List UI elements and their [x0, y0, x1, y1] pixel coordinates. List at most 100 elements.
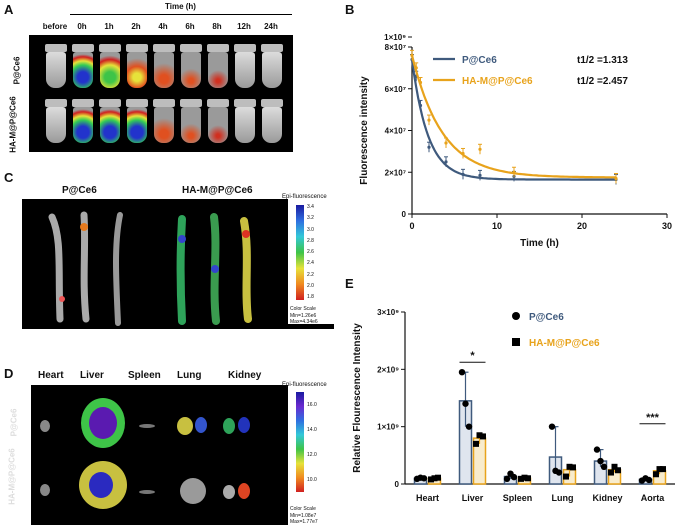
hotspot — [178, 235, 186, 243]
aorta-4 — [176, 215, 186, 325]
data-point — [478, 147, 482, 151]
organ-label-kidney: Kidney — [228, 370, 262, 381]
D-tick: 16.0 — [307, 402, 317, 408]
chart-e-plot: 0 1×10⁹ 2×10⁹ 3×10⁹ Relative Flourescence In… — [352, 308, 675, 503]
tube-cap — [99, 44, 121, 52]
panel-d-row-label-2: HA-M@P@Ce6 — [7, 448, 17, 505]
tube-cap — [72, 44, 94, 52]
tube — [46, 52, 66, 88]
data-point — [645, 476, 653, 484]
panel-d-scale-max: Max=1.77e7 — [290, 519, 318, 525]
category-label: Heart — [416, 493, 439, 503]
tube-cap — [234, 99, 256, 107]
tube — [208, 52, 228, 88]
hotspot — [211, 265, 219, 273]
tube-cap — [126, 99, 148, 107]
significance-label: *** — [646, 412, 660, 424]
panel-c-letter: C — [4, 170, 14, 185]
panel-d-colorbar — [296, 392, 304, 492]
panel-a-row-label-2: HA-M@P@Ce6 — [8, 96, 18, 153]
panel-c-group-1: P@Ce6 — [62, 185, 97, 196]
tube — [181, 107, 201, 143]
data-point — [428, 476, 434, 483]
tube-cap — [180, 44, 202, 52]
data-point — [563, 473, 569, 480]
data-point — [462, 400, 469, 407]
C-tick: 3.4 — [307, 204, 314, 210]
legend-label-1: P@Ce6 — [462, 55, 497, 66]
tube-cap — [261, 99, 283, 107]
panel-a-time-1: 0h — [77, 22, 87, 31]
panel-a-time-5: 6h — [185, 22, 195, 31]
data-point — [521, 474, 528, 481]
C-tick: 1.8 — [307, 294, 314, 300]
tube-cap — [261, 44, 283, 52]
organ-heart-1 — [40, 420, 50, 432]
data-point — [518, 475, 524, 482]
data-point — [410, 53, 414, 57]
C-tick: 3.0 — [307, 226, 314, 233]
organ-spleen-1 — [139, 424, 155, 428]
organ-liver-2-core — [89, 472, 113, 498]
tube — [208, 107, 228, 143]
panel-c-scale-min: Min=1.26e6 — [290, 313, 317, 319]
y-tick-label: 4×10⁷ — [385, 127, 406, 136]
legend-marker-2 — [512, 338, 520, 346]
C-tick: 2.2 — [307, 271, 314, 278]
tube — [100, 52, 120, 88]
data-point — [458, 369, 466, 376]
x-tick-label: 10 — [492, 221, 502, 231]
C-tick: 2.0 — [307, 282, 314, 289]
panel-c-scale-max: Max=4.34e6 — [290, 319, 318, 325]
panel-a-letter: A — [4, 2, 14, 17]
category-label: Aorta — [641, 493, 665, 503]
y-tick-label: 2×10⁹ — [377, 365, 399, 374]
legend-label-1: P@Ce6 — [529, 312, 564, 323]
data-point — [615, 467, 621, 474]
significance-label: * — [470, 350, 475, 362]
data-point — [566, 463, 573, 470]
tube — [235, 107, 255, 143]
panel-e-letter: E — [345, 276, 354, 291]
data-point — [414, 66, 418, 70]
data-point — [555, 469, 563, 476]
x-tick-label: 30 — [662, 221, 672, 231]
data-point — [593, 446, 601, 453]
panel-d-letter: D — [4, 366, 14, 381]
data-point — [503, 475, 511, 483]
tube — [127, 107, 147, 143]
x-tick-label: 20 — [577, 221, 587, 231]
organ-label-spleen: Spleen — [128, 370, 161, 381]
panel-c-aortas — [48, 211, 252, 326]
y-axis-label: Relative Flourescence Intensity — [352, 323, 363, 473]
panel-d-scale-min: Min=1.08e7 — [290, 513, 317, 519]
tube — [100, 107, 120, 143]
y-axis-label: Fluorescence intensity — [359, 76, 370, 185]
organ-label-heart: Heart — [38, 370, 64, 381]
data-point — [431, 475, 438, 482]
panel-d-scale-caption: Color Scale — [290, 506, 316, 512]
panel-c-scale-box — [288, 194, 334, 324]
organ-lung-2 — [180, 478, 206, 504]
halflife-label-2: t1/2 =2.457 — [577, 76, 628, 87]
tube-cap — [153, 44, 175, 52]
data-point — [418, 103, 423, 108]
panel-c-group-2: HA-M@P@Ce6 — [182, 185, 253, 196]
y-tick-label: 8×10⁷ — [385, 43, 406, 52]
tube — [73, 107, 93, 143]
legend-label-2: HA-M@P@Ce6 — [529, 338, 600, 349]
data-point — [461, 172, 465, 176]
panel-d-scale-title: Epi-fluorescence — [282, 382, 327, 388]
category-label: Lung — [552, 493, 574, 503]
organ-spleen-2 — [139, 490, 155, 494]
C-tick: 2.4 — [307, 260, 314, 267]
tube-cap — [99, 99, 121, 107]
D-tick: 10.0 — [307, 477, 317, 483]
panel-d-row-label-1: P@Ce6 — [9, 408, 19, 437]
tube-cap — [153, 99, 175, 107]
y-tick-label: 0 — [402, 210, 407, 219]
y-tick-label: 0 — [395, 480, 400, 489]
tube-cap — [207, 44, 229, 52]
data-point — [420, 475, 428, 482]
